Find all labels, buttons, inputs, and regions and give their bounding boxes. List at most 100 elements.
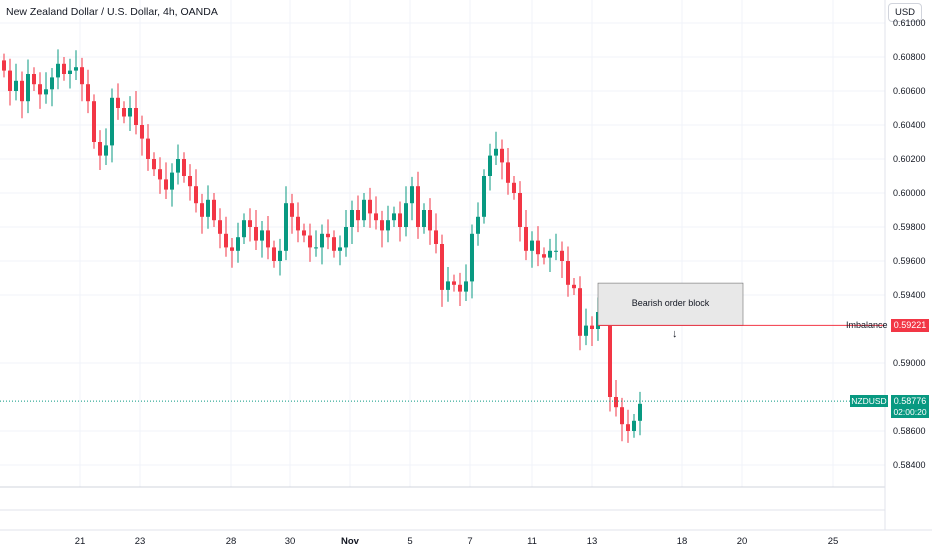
candle-body [242, 220, 246, 238]
candle-body [92, 101, 96, 142]
currency-button[interactable]: USD [888, 3, 922, 22]
time-axis-label: 21 [74, 536, 86, 547]
candle-body [176, 159, 180, 173]
candle-body [608, 298, 612, 397]
candle-body [344, 227, 348, 248]
candle-body [392, 213, 396, 221]
candle-body [332, 237, 336, 251]
candle-body [302, 230, 306, 236]
candle-body [86, 84, 90, 102]
price-axis-label: 0.59800 [893, 222, 926, 232]
time-axis-label: 13 [586, 536, 598, 547]
candle-body [470, 233, 474, 282]
time-axis-label: 25 [827, 536, 839, 547]
price-axis-label: 0.59600 [893, 256, 926, 266]
candle-body [182, 159, 186, 176]
candle-body [218, 220, 222, 234]
time-axis-label: 18 [676, 536, 688, 547]
candle-body [74, 67, 78, 71]
candle-body [56, 63, 60, 78]
candle-body [116, 97, 120, 108]
candle-body [26, 74, 30, 102]
candle-body [14, 80, 18, 91]
imbalance-price-tag: 0.59221 [891, 319, 929, 333]
candle-body [578, 288, 582, 336]
candle-body [296, 216, 300, 231]
candle-body [2, 60, 6, 71]
candle-body [44, 89, 48, 95]
candle-body [428, 210, 432, 231]
order-block-box[interactable] [597, 282, 744, 326]
candle-body [638, 403, 642, 421]
candle-body [254, 227, 258, 241]
candle-body [236, 237, 240, 251]
imbalance-label: Imbalance [846, 320, 888, 331]
candle-body [350, 210, 354, 227]
candle-body [356, 210, 360, 221]
time-axis-label: 20 [736, 536, 748, 547]
candle-body [314, 247, 318, 249]
candle-body [416, 186, 420, 227]
candle-body [98, 142, 102, 156]
candle-body [80, 67, 84, 85]
time-axis-label: 7 [467, 536, 473, 547]
candle-body [620, 407, 624, 425]
candle-body [362, 199, 366, 221]
down-arrow-icon: ↓ [672, 328, 678, 340]
order-block-label: Bearish order block [631, 298, 710, 309]
candle-body [188, 176, 192, 187]
candle-body [134, 108, 138, 125]
candle-body [410, 186, 414, 204]
current-price-tag: 0.58776 [891, 395, 929, 408]
candle-body [50, 77, 54, 90]
candle-body [146, 138, 150, 159]
candle-body [398, 213, 402, 227]
time-axis-label: 23 [134, 536, 146, 547]
candle-body [20, 80, 24, 102]
price-axis-label: 0.60000 [893, 188, 926, 198]
candle-body [158, 169, 162, 180]
candle-body [380, 220, 384, 231]
candle-body [68, 70, 72, 74]
candle-body [272, 247, 276, 261]
candle-body [476, 216, 480, 234]
candle-body [170, 172, 174, 190]
candle-body [260, 230, 264, 241]
price-axis-label: 0.60800 [893, 52, 926, 62]
price-axis-label: 0.61000 [893, 18, 926, 28]
time-axis-label: 11 [527, 536, 537, 547]
candle-body [8, 70, 12, 91]
price-axis-label: 0.60600 [893, 86, 926, 96]
candle-body [104, 145, 108, 156]
candle-body [482, 176, 486, 217]
candle-body [542, 254, 546, 258]
candle-body [194, 186, 198, 204]
candle-body [590, 325, 594, 329]
candle-body [140, 125, 144, 139]
candle-body [548, 250, 552, 258]
candle-body [440, 244, 444, 290]
price-axis-label: 0.59400 [893, 290, 926, 300]
candle-body [278, 250, 282, 261]
candle-body [488, 155, 492, 176]
candle-body [614, 397, 618, 408]
candle-body [308, 235, 312, 248]
candle-body [434, 230, 438, 244]
candle-body [512, 182, 516, 193]
candle-body [500, 148, 504, 163]
candle-body [560, 250, 564, 261]
bar-countdown: 02:00:20 [891, 407, 929, 419]
candle-body [152, 159, 156, 170]
candle-body [494, 148, 498, 156]
candle-body [224, 233, 228, 248]
time-axis-label: Nov [341, 536, 359, 547]
time-axis-label: 30 [284, 536, 296, 547]
candle-body [632, 420, 636, 431]
candle-body [422, 210, 426, 227]
chart-title: New Zealand Dollar / U.S. Dollar, 4h, OA… [6, 6, 218, 18]
candle-body [536, 240, 540, 255]
candle-body [110, 97, 114, 146]
price-axis-label: 0.59000 [893, 358, 926, 368]
symbol-tag: NZDUSD [850, 395, 888, 408]
